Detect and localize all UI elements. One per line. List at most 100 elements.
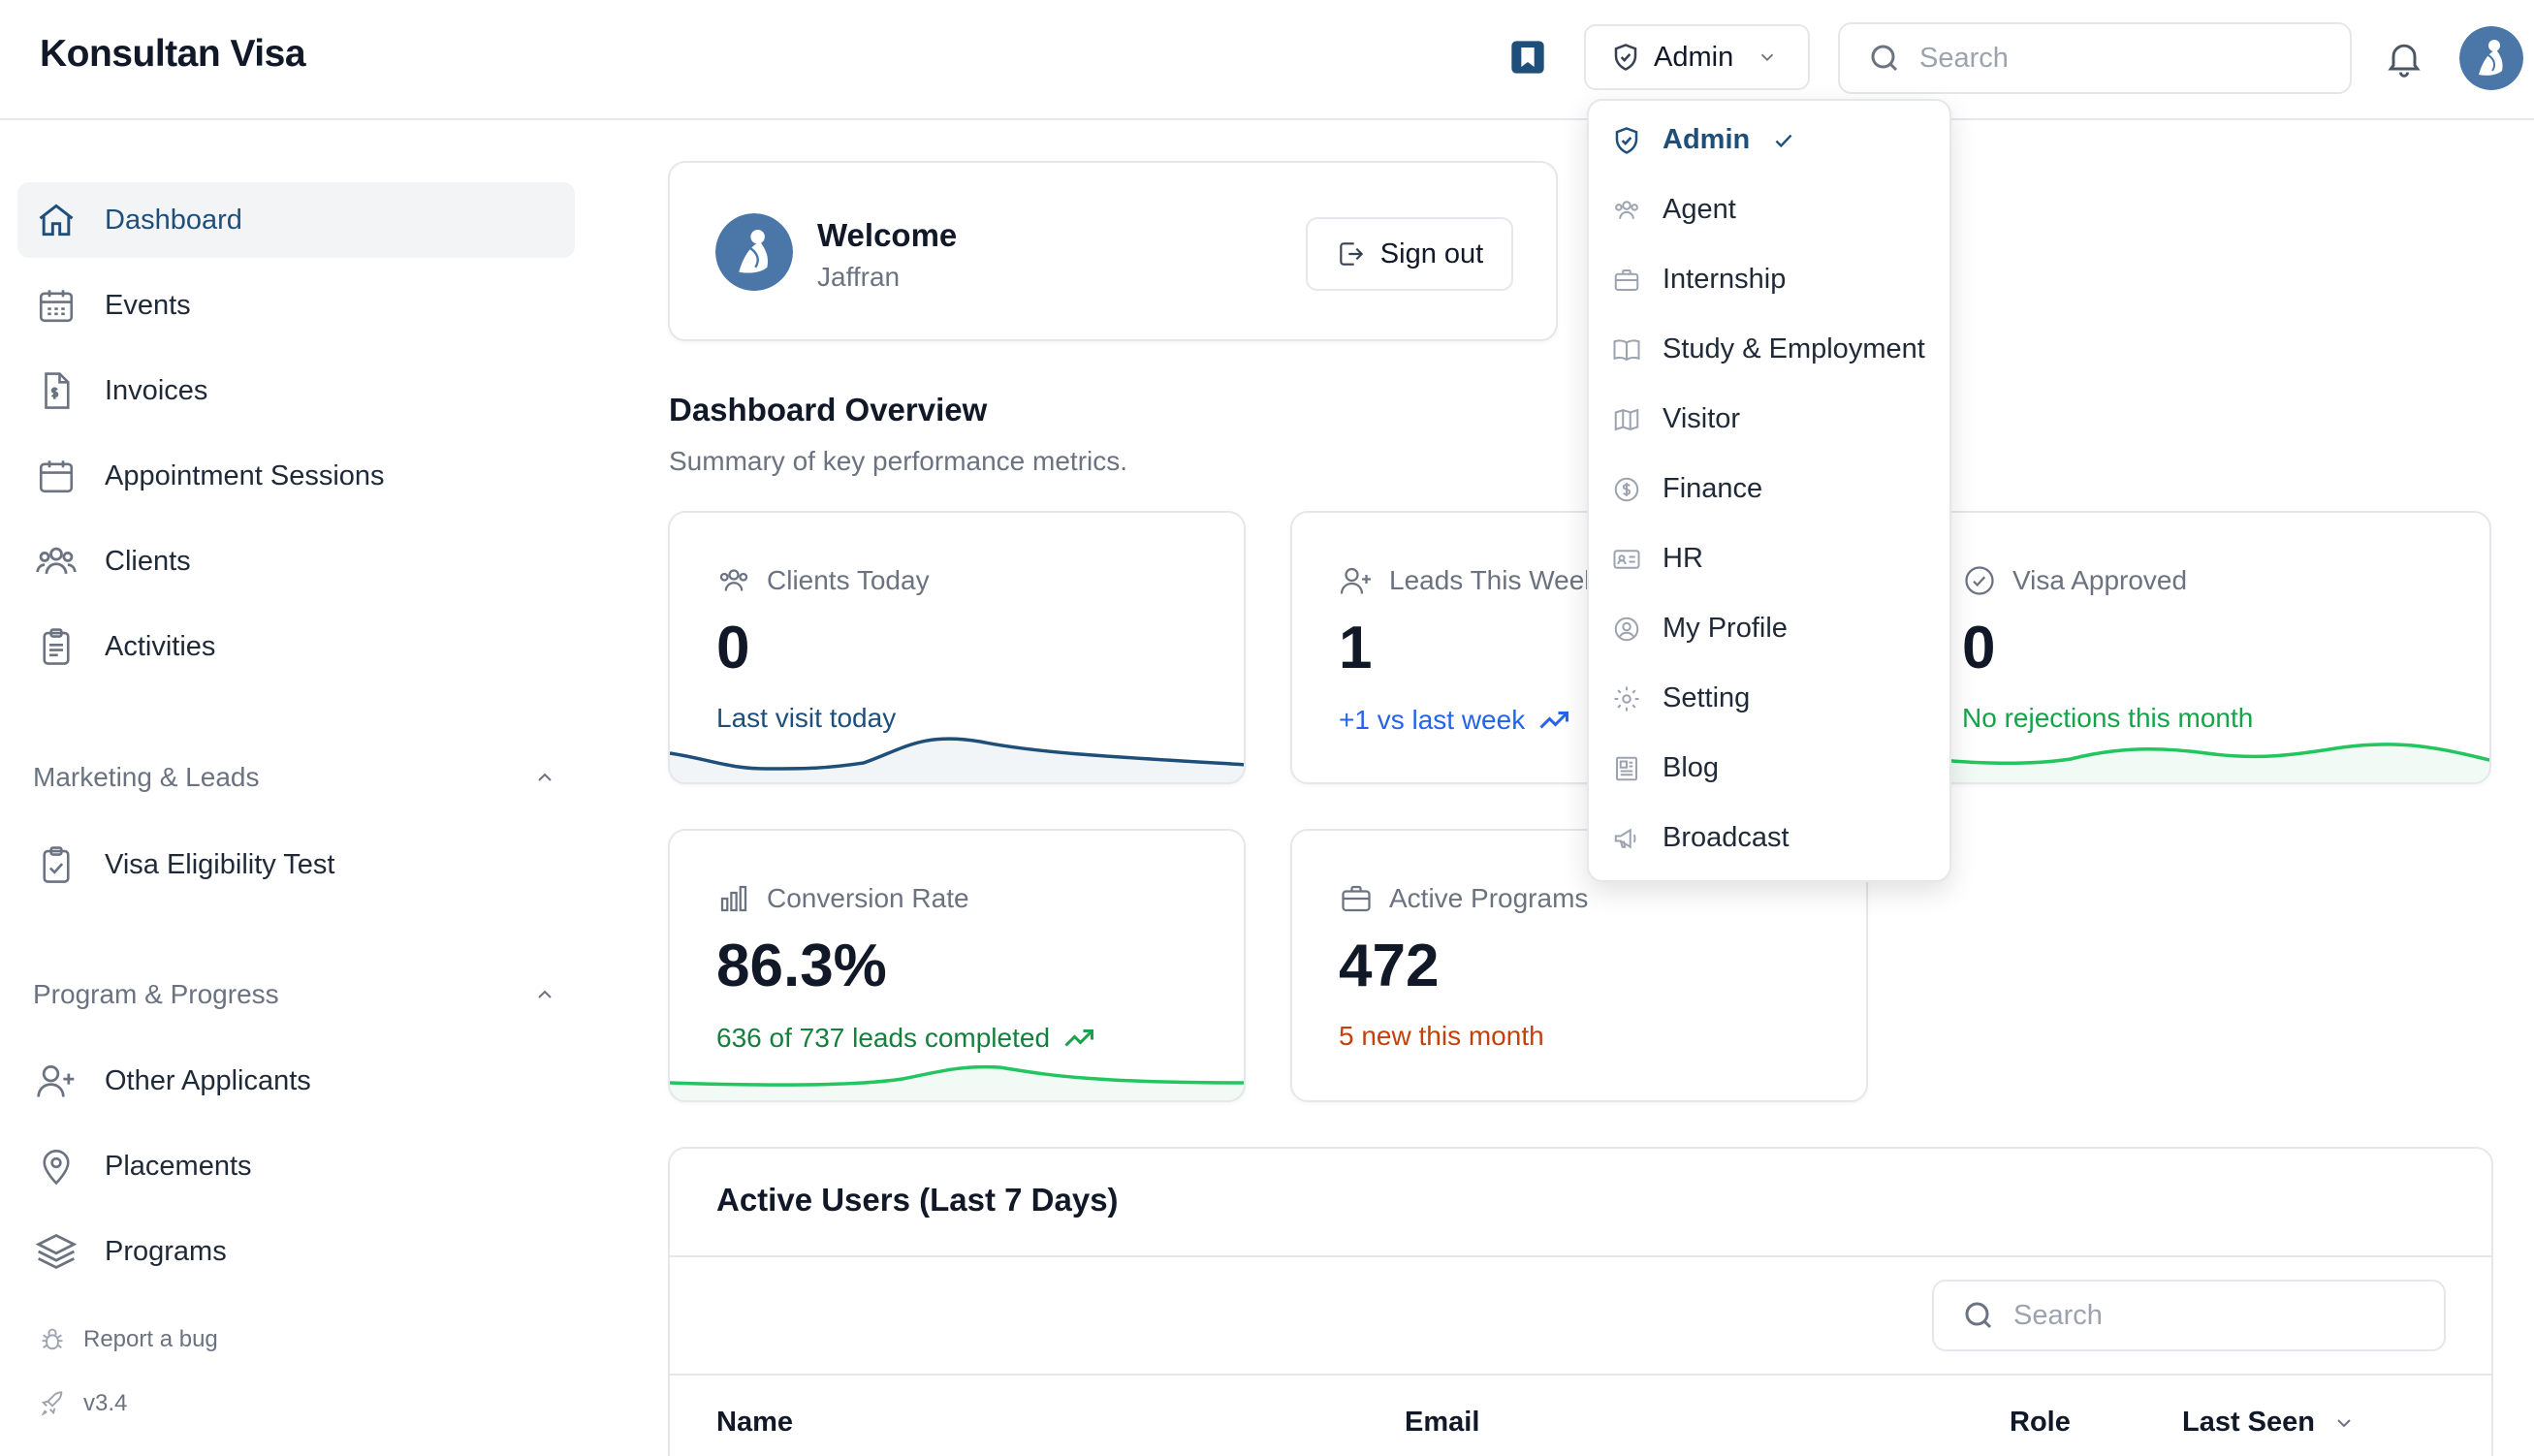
- bell-icon: [2388, 44, 2421, 78]
- role-menu-label: Admin: [1663, 124, 1751, 155]
- top-header: Konsultan Visa Admin: [0, 0, 2534, 120]
- role-menu-label: Study & Employment: [1663, 333, 1925, 364]
- column-label: Role: [2010, 1407, 2071, 1438]
- section-marketing-leads[interactable]: Marketing & Leads: [33, 762, 556, 793]
- role-menu-label: HR: [1663, 543, 1703, 574]
- column-header-last-seen[interactable]: Last Seen: [2182, 1407, 2356, 1439]
- briefcase-icon: [1342, 885, 1371, 912]
- invoice-icon: [45, 372, 70, 409]
- clipboard-check-icon: [43, 846, 70, 883]
- role-menu-item-study-employment[interactable]: Study & Employment: [1612, 333, 1925, 365]
- role-switcher-button[interactable]: Admin: [1584, 24, 1810, 90]
- users-icon: [36, 547, 77, 574]
- stat-note-text: 5 new this month: [1339, 1021, 1544, 1051]
- welcome-card: Welcome Jaffran Sign out: [668, 161, 1558, 341]
- chevron-down-icon: [2337, 1418, 2351, 1427]
- table-search[interactable]: [1932, 1280, 2446, 1351]
- role-menu-item-internship[interactable]: Internship: [1612, 264, 1786, 296]
- sign-out-button[interactable]: Sign out: [1306, 217, 1513, 291]
- overview-subtitle: Summary of key performance metrics.: [669, 446, 1128, 476]
- role-menu-item-visitor[interactable]: Visitor: [1612, 403, 1740, 435]
- calendar-icon: [39, 460, 74, 493]
- sidebar-item-label: Appointment Sessions: [105, 459, 385, 491]
- sign-out-label: Sign out: [1379, 237, 1484, 269]
- user-circle-icon: [1614, 617, 1639, 641]
- stat-value: 0: [716, 615, 750, 681]
- stat-value: 1: [1339, 615, 1373, 681]
- sidebar: Dashboard Events Invoices Appointment Se…: [0, 122, 582, 1456]
- stat-value: 86.3%: [716, 933, 887, 999]
- user-avatar[interactable]: [2459, 26, 2523, 90]
- overview-title: Dashboard Overview: [669, 392, 988, 427]
- notifications-button[interactable]: [2383, 37, 2425, 79]
- id-card-icon: [1613, 549, 1640, 569]
- role-menu-label: Broadcast: [1663, 822, 1790, 853]
- column-header-name[interactable]: Name: [716, 1407, 793, 1439]
- chevron-up-icon: [538, 773, 552, 781]
- stat-note-text: No rejections this month: [1962, 703, 2254, 733]
- map-icon: [1614, 408, 1639, 430]
- role-menu-item-hr[interactable]: HR: [1612, 543, 1703, 575]
- stat-label: Clients Today: [767, 565, 930, 595]
- stat-note: +1 vs last week: [1339, 703, 1571, 738]
- role-menu-item-broadcast[interactable]: Broadcast: [1612, 822, 1790, 854]
- avatar-icon: [715, 213, 793, 291]
- table-search-input[interactable]: [2013, 1299, 2382, 1332]
- section-title: Program & Progress: [33, 979, 279, 1009]
- column-header-role[interactable]: Role: [2010, 1407, 2071, 1439]
- role-menu-label: Setting: [1663, 682, 1751, 713]
- sign-out-icon: [1340, 242, 1363, 266]
- column-label: Last Seen: [2182, 1407, 2315, 1438]
- section-program-progress[interactable]: Program & Progress: [33, 979, 556, 1010]
- sparkline-chart: [670, 737, 1244, 782]
- report-bug-label: Report a bug: [83, 1326, 218, 1352]
- sparkline-chart: [1916, 743, 2489, 782]
- chevron-down-icon: [1761, 53, 1774, 62]
- sidebar-item-placements[interactable]: Placements: [17, 1128, 575, 1204]
- check-circle-icon: [1965, 566, 1994, 595]
- users-icon: [719, 569, 748, 591]
- megaphone-icon: [1614, 827, 1636, 849]
- sidebar-item-events[interactable]: Events: [17, 268, 575, 343]
- version-label: v3.4: [83, 1390, 128, 1416]
- sidebar-item-activities[interactable]: Activities: [17, 609, 575, 684]
- role-menu-item-agent[interactable]: Agent: [1612, 194, 1736, 226]
- table-title: Active Users (Last 7 Days): [716, 1182, 1119, 1218]
- map-pin-icon: [43, 1149, 70, 1186]
- bookmark-button[interactable]: [1505, 35, 1550, 79]
- column-header-email[interactable]: Email: [1405, 1407, 1479, 1439]
- role-menu-label: Internship: [1663, 264, 1787, 295]
- chevron-up-icon: [538, 990, 552, 998]
- home-icon: [39, 204, 74, 237]
- sidebar-item-label: Invoices: [105, 374, 208, 406]
- stat-note: No rejections this month: [1962, 703, 2253, 734]
- role-menu-item-admin[interactable]: Admin: [1612, 124, 1796, 156]
- shield-check-icon: [1615, 126, 1638, 154]
- role-menu-item-my-profile[interactable]: My Profile: [1612, 613, 1788, 645]
- role-menu-item-setting[interactable]: Setting: [1612, 682, 1750, 714]
- sidebar-item-clients[interactable]: Clients: [17, 523, 575, 599]
- sidebar-item-programs[interactable]: Programs: [17, 1214, 575, 1289]
- sidebar-item-dashboard[interactable]: Dashboard: [17, 182, 575, 258]
- sidebar-item-visa-eligibility-test[interactable]: Visa Eligibility Test: [17, 827, 575, 902]
- rocket-icon: [41, 1391, 63, 1416]
- role-switcher-label: Admin: [1654, 41, 1734, 73]
- role-menu-item-blog[interactable]: Blog: [1612, 752, 1719, 784]
- report-bug-link[interactable]: Report a bug: [39, 1326, 218, 1353]
- stat-note-text: Last visit today: [716, 703, 897, 733]
- sidebar-item-invoices[interactable]: Invoices: [17, 353, 575, 428]
- sidebar-item-other-applicants[interactable]: Other Applicants: [17, 1043, 575, 1119]
- trending-up-icon: [1064, 1029, 1094, 1047]
- role-dropdown-menu: Admin Agent Internship Study & Employmen…: [1587, 99, 1951, 882]
- stat-label: Conversion Rate: [767, 883, 969, 913]
- role-menu-item-finance[interactable]: Finance: [1612, 473, 1762, 505]
- book-icon: [1613, 338, 1640, 361]
- welcome-user-name: Jaffran: [817, 262, 901, 292]
- stat-label: Visa Approved: [2012, 565, 2188, 595]
- search-input[interactable]: [1919, 42, 2288, 75]
- brand-title[interactable]: Konsultan Visa: [40, 33, 306, 75]
- sidebar-item-appointment-sessions[interactable]: Appointment Sessions: [17, 438, 575, 514]
- active-users-card: Active Users (Last 7 Days) Name Email Ro…: [668, 1147, 2493, 1456]
- global-search[interactable]: [1838, 22, 2352, 94]
- stat-note: Last visit today: [716, 703, 896, 734]
